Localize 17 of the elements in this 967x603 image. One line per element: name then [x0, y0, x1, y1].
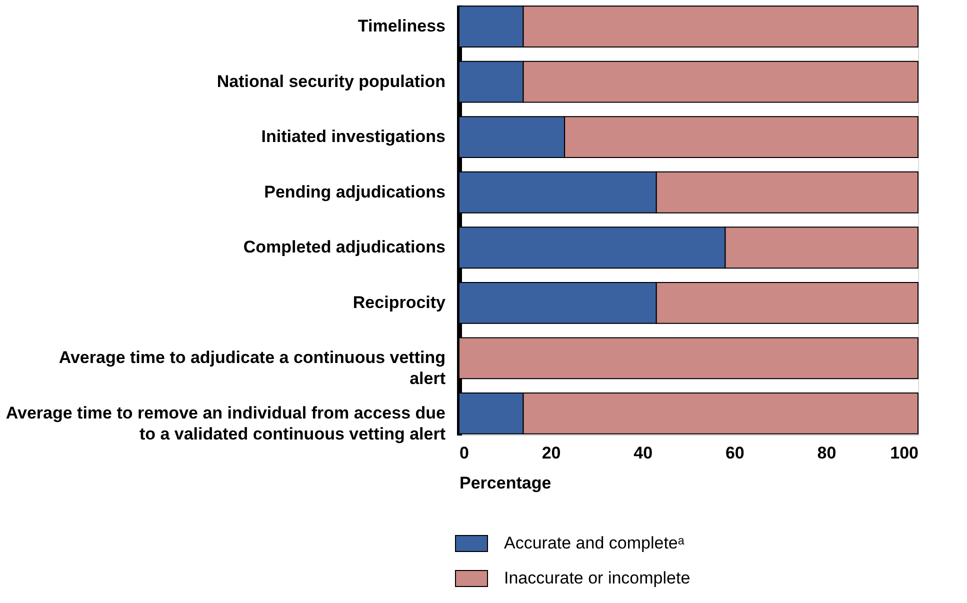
x-axis-title: Percentage [460, 474, 552, 492]
x-tick-label: 80 [817, 444, 836, 462]
legend-label: Inaccurate or incomplete [504, 568, 690, 588]
y-tick-label: National security population [216, 72, 446, 91]
y-tick-label: Reciprocity [352, 292, 446, 312]
y-tick-label: Average time to adjudicate a continuous vetting alert [58, 348, 446, 388]
y-tick-label: Initiated investigations [261, 127, 446, 146]
x-tick-label: 0 [460, 444, 469, 462]
y-tick-label: Completed adjudications [243, 238, 446, 257]
x-tick-label: 60 [725, 444, 744, 462]
legend-label: Accurate and completeᵃ [504, 534, 685, 552]
x-tick-label: 20 [542, 444, 561, 462]
y-tick-label: Timeliness [358, 16, 446, 36]
y-tick-label: Average time to remove an individual from access due to a validated continuous vetting alert [6, 403, 446, 444]
x-tick-label: 100 [890, 444, 918, 462]
y-tick-label: Pending adjudications [264, 182, 446, 202]
x-tick-label: 40 [634, 444, 653, 462]
